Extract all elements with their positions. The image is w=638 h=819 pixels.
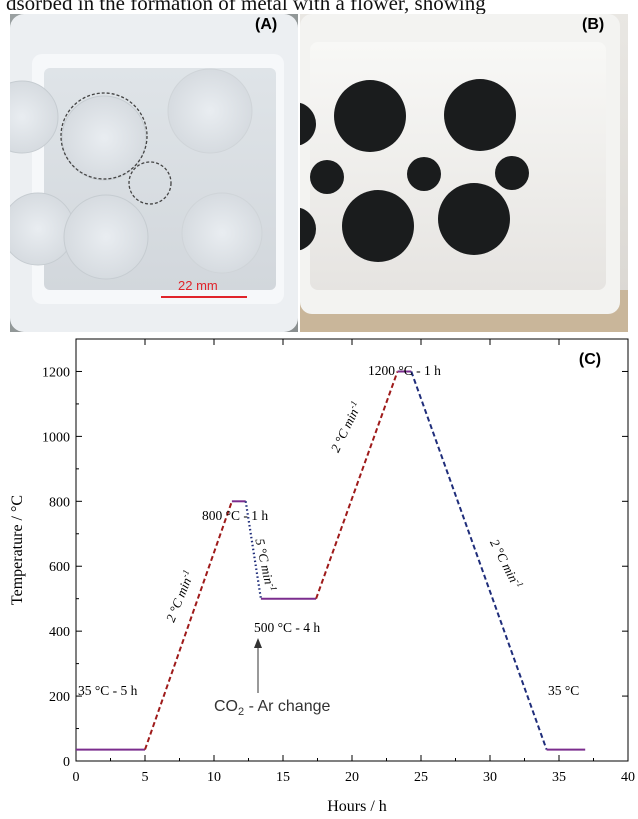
series-line-segment — [315, 371, 399, 600]
y-tick-label: 600 — [49, 560, 70, 575]
annotation-hold-35: 35 °C - 5 h — [78, 683, 138, 698]
y-tick-label: 800 — [49, 495, 70, 510]
x-tick-label: 25 — [414, 770, 428, 785]
y-tick-label: 1200 — [42, 365, 70, 380]
photo-b-image — [300, 14, 628, 332]
photo-panel-a: 22 mm — [10, 14, 298, 332]
x-tick-label: 15 — [276, 770, 290, 785]
x-axis: 0 5 10 15 20 25 30 35 40 — [73, 339, 635, 785]
panel-c-label: (C) — [579, 351, 601, 368]
series-line-segment — [144, 500, 233, 750]
y-tick-label: 200 — [49, 690, 70, 705]
y-axis-title: Temperature / °C — [9, 495, 26, 605]
y-tick-label: 1000 — [42, 430, 70, 445]
x-tick-label: 20 — [345, 770, 359, 785]
gas-change-arrowhead — [254, 638, 262, 648]
x-tick-label: 40 — [621, 770, 635, 785]
panel-b-label: (B) — [582, 16, 605, 33]
x-axis-title: Hours / h — [327, 798, 387, 815]
y-tick-label: 0 — [63, 755, 70, 770]
temperature-profile-chart: 0 200 400 600 800 1000 1200 0 5 10 15 20 25 30 35 40 (… — [9, 338, 635, 815]
photo-panel-b — [300, 14, 628, 332]
panel-a-label: (A) — [255, 16, 278, 33]
x-tick-label: 5 — [142, 770, 149, 785]
x-tick-label: 30 — [483, 770, 497, 785]
series-line-segment — [244, 501, 262, 599]
annotation-hold-1200: 1200 °C - 1 h — [368, 363, 441, 378]
series-layer — [76, 370, 586, 751]
annotation-hold-500: 500 °C - 4 h — [254, 620, 320, 635]
annotation-final-35: 35 °C — [548, 683, 579, 698]
caption-fragment: dsorbed in the formation of metal with a… — [6, 0, 486, 14]
annotation-hold-800: 800 °C - 1 h — [202, 508, 268, 523]
gas-change-label: CO2 - Ar change — [214, 698, 331, 718]
y-axis: 0 200 400 600 800 1000 1200 — [42, 365, 628, 770]
ramp-rate-label-4: 2 °C min-1 — [487, 536, 526, 591]
ramp-rate-label-3: 2 °C min-1 — [327, 399, 365, 454]
photo-a-image: 22 mm — [10, 14, 298, 332]
y-tick-label: 400 — [49, 625, 70, 640]
scale-bar-label: 22 mm — [178, 278, 218, 293]
x-tick-label: 35 — [552, 770, 566, 785]
x-tick-label: 10 — [207, 770, 221, 785]
series-line-segment — [410, 371, 548, 750]
ramp-rate-label-1: 2 °C min-1 — [162, 568, 197, 624]
x-tick-label: 0 — [73, 770, 80, 785]
